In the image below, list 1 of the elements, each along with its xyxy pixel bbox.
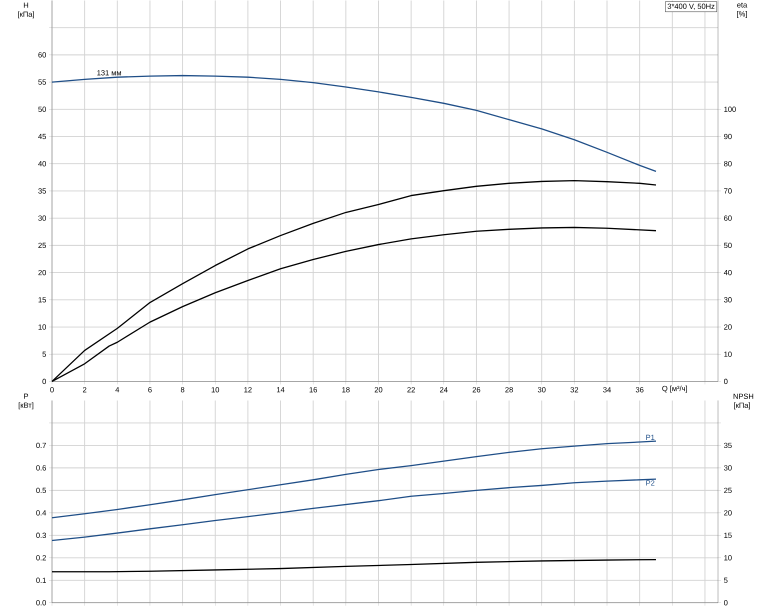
line-series [51, 74, 657, 172]
